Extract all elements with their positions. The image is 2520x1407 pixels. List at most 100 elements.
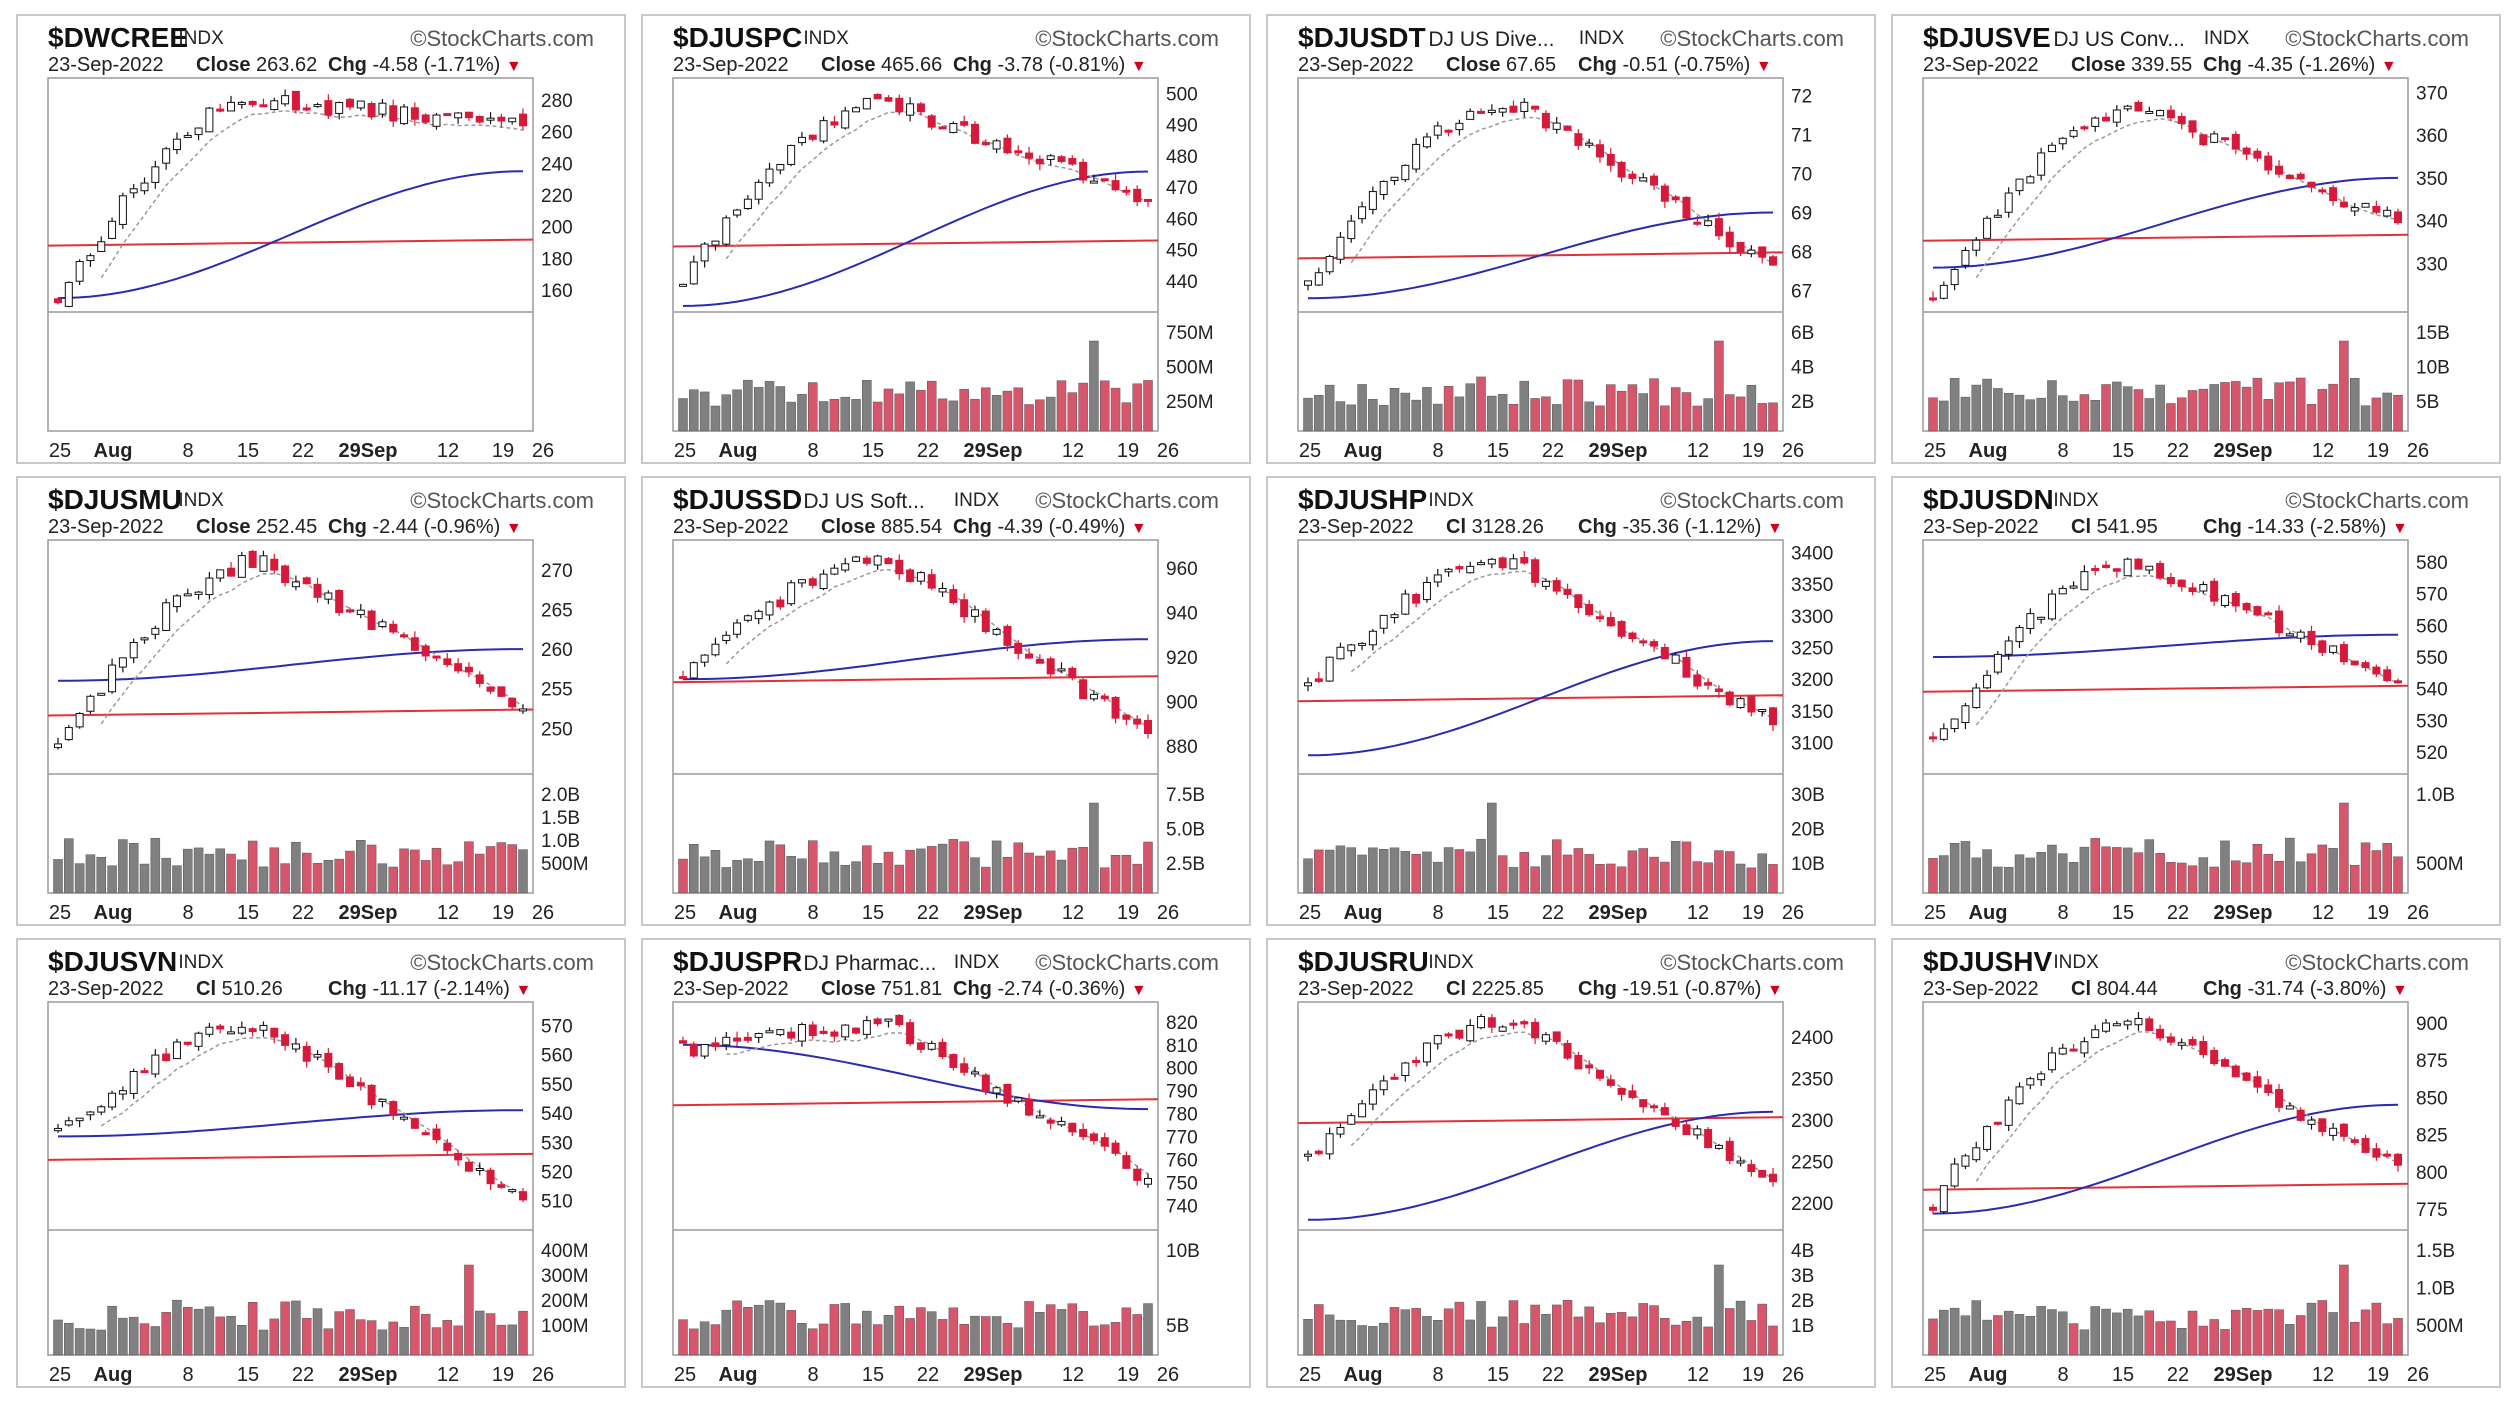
exchange-label: INDX <box>1428 490 1474 511</box>
candle-body <box>700 654 709 663</box>
candle-body <box>1595 1069 1604 1079</box>
volume-bar <box>2371 397 2382 432</box>
volume-bar <box>2285 1324 2295 1356</box>
candle-body <box>1046 155 1055 160</box>
candle-body <box>1314 678 1323 682</box>
candle-body <box>400 634 409 638</box>
candle-body <box>2350 207 2359 212</box>
chart-panel[interactable]: $DJUSPR DJ Pharmac... INDX ©StockCharts.com… <box>641 938 1251 1388</box>
x-tick-label: 15 <box>237 440 259 462</box>
chart-panel[interactable]: $DJUSMU INDX ©StockCharts.com 23-Sep-2022 Cl… <box>16 476 626 926</box>
volume-bar <box>1584 401 1594 432</box>
candle-body <box>743 1036 752 1041</box>
volume-tick-label: 250M <box>1166 392 1214 413</box>
volume-bar <box>1949 378 1960 432</box>
volume-bar <box>269 1318 280 1356</box>
volume-bar <box>1024 1301 1034 1356</box>
candle-body <box>787 144 796 165</box>
chart-panel[interactable]: $DJUSDT DJ US Dive... INDX ©StockCharts.com… <box>1266 14 1876 464</box>
volume-bar <box>991 840 1002 894</box>
symbol-label: $DJUSPR <box>673 946 803 977</box>
chart-panel[interactable]: $DJUSPC INDX ©StockCharts.com 23-Sep-2022 Cl… <box>641 14 1251 464</box>
volume-bar <box>2101 846 2111 894</box>
candle-body <box>108 1092 117 1108</box>
volume-bar <box>1013 842 1023 894</box>
volume-bar <box>410 849 420 894</box>
change-value: Chg -4.39 (-0.49%) ▼ <box>953 516 1147 539</box>
candle-body <box>2080 126 2089 130</box>
chart-panel[interactable]: $DJUSDN INDX ©StockCharts.com 23-Sep-2022 Cl… <box>1891 476 2501 926</box>
candle-body <box>689 261 698 285</box>
volume-bar <box>1476 376 1486 432</box>
date-label: 23-Sep-2022 <box>673 978 789 1000</box>
volume-bar <box>53 859 63 894</box>
candle-body <box>949 589 958 604</box>
candle-body <box>2339 201 2348 208</box>
volume-bar <box>1960 396 1971 432</box>
sma200-line <box>47 708 534 717</box>
candle-body <box>64 727 73 741</box>
volume-bar <box>1960 841 1971 894</box>
close-number: 885.54 <box>881 516 943 538</box>
volume-bar <box>1454 396 1465 432</box>
candle-body <box>2156 109 2165 117</box>
volume-bar <box>420 1313 431 1356</box>
volume-bar <box>1433 861 1443 894</box>
volume-tick-label: 100M <box>541 1316 589 1337</box>
exchange-label: INDX <box>1578 28 1625 49</box>
volume-bar <box>1616 866 1627 894</box>
candle-body <box>1401 593 1410 615</box>
x-tick-label: 12 <box>1687 440 1709 462</box>
chart-panel[interactable]: $DJUSSD DJ US Soft... INDX ©StockCharts.com… <box>641 476 1251 926</box>
volume-bar <box>431 847 442 894</box>
candle-body <box>916 103 925 113</box>
volume-bar <box>291 841 301 894</box>
candle-body <box>216 1025 225 1030</box>
chart-panel[interactable]: $DJUSVE DJ US Conv... INDX ©StockCharts.com… <box>1891 14 2501 464</box>
close-number: 465.66 <box>881 54 943 76</box>
volume-bar <box>1067 847 1078 894</box>
x-tick-label: 8 <box>182 1364 193 1386</box>
candle-body <box>808 1024 817 1036</box>
volume-bar <box>356 1319 366 1356</box>
candle-body <box>281 565 290 584</box>
exchange-label: INDX <box>803 28 849 49</box>
x-tick-label: 26 <box>1157 1364 1179 1386</box>
volume-bar <box>1584 1306 1594 1356</box>
x-tick-label: 29Sep <box>339 1364 398 1386</box>
close-number: 263.62 <box>256 54 318 76</box>
candle-body <box>324 1052 333 1068</box>
candle-body <box>1368 191 1377 210</box>
volume-bar <box>453 1325 463 1356</box>
x-tick-label: 8 <box>807 1364 818 1386</box>
volume-bar <box>2047 380 2057 432</box>
volume-bar <box>323 859 334 894</box>
candle-body <box>1133 1168 1142 1181</box>
candle-body <box>1412 594 1421 604</box>
watermark-label: ©StockCharts.com <box>1660 950 1844 975</box>
candle-body <box>1035 658 1044 664</box>
candle-body <box>291 1043 300 1050</box>
price-tick-label: 240 <box>541 154 573 175</box>
price-tick-label: 800 <box>1166 1059 1198 1080</box>
volume-bar <box>2349 378 2360 432</box>
candle-body <box>129 1070 138 1094</box>
change-label: Chg <box>2203 516 2248 538</box>
x-tick-label: 15 <box>862 1364 884 1386</box>
candle-body <box>2264 1084 2273 1094</box>
chart-panel[interactable]: $DJUSVN INDX ©StockCharts.com 23-Sep-2022 Cl… <box>16 938 626 1388</box>
volume-bar <box>1670 841 1681 894</box>
chart-panel[interactable]: $DJUSHP INDX ©StockCharts.com 23-Sep-2022 Cl… <box>1266 476 1876 926</box>
volume-bar <box>2252 844 2263 894</box>
volume-bar <box>2025 1315 2036 1356</box>
volume-bar <box>699 1321 710 1356</box>
volume-bar <box>64 1322 74 1356</box>
chart-panel[interactable]: $DJUSHV INDX ©StockCharts.com 23-Sep-2022 Cl… <box>1891 938 2501 1388</box>
candle-body <box>313 1054 322 1058</box>
candle-body <box>1704 220 1713 226</box>
chart-panel[interactable]: $DWCREE INDX ©StockCharts.com 23-Sep-2022 Cl… <box>16 14 626 464</box>
chart-panel[interactable]: $DJUSRU INDX ©StockCharts.com 23-Sep-2022 Cl… <box>1266 938 1876 1388</box>
volume-bar <box>1724 394 1735 432</box>
sma50-line <box>1307 211 1774 300</box>
x-tick-label: 22 <box>1542 440 1564 462</box>
